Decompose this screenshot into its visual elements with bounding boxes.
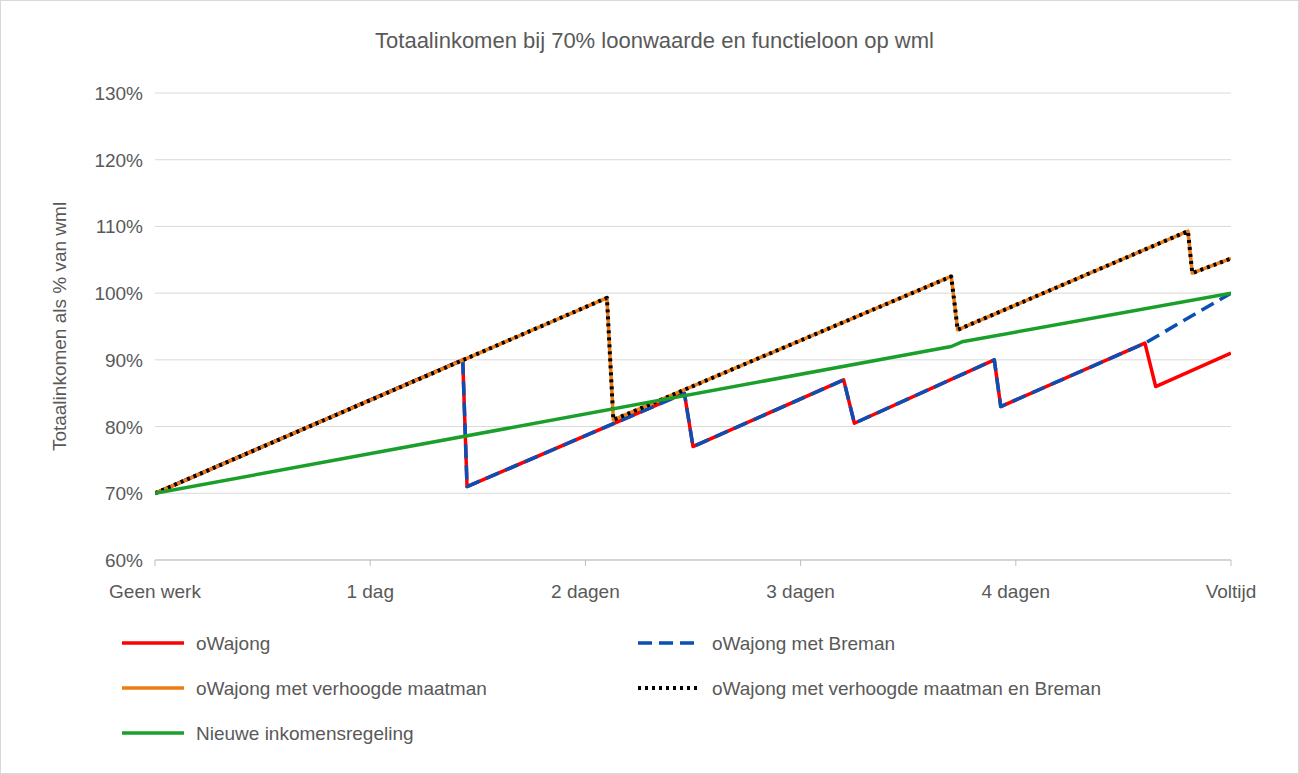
x-tick [155, 560, 156, 566]
x-tick [1231, 560, 1232, 566]
grid-line [155, 359, 1231, 360]
x-tick-label: Geen werk [109, 581, 201, 602]
legend-label: Nieuwe inkomensregeling [196, 723, 414, 744]
series-line [155, 293, 1231, 493]
legend-swatch [638, 641, 700, 645]
legend-swatch [122, 686, 184, 690]
grid-line [155, 93, 1231, 94]
x-tick-label: 3 dagen [766, 581, 835, 602]
grid-line [155, 159, 1231, 160]
grid-line [155, 493, 1231, 494]
grid-line [155, 560, 1231, 561]
x-tick-label: 2 dagen [551, 581, 620, 602]
y-tick-label: 130% [94, 83, 143, 104]
x-tick [800, 560, 801, 566]
x-tick-label: 4 dagen [981, 581, 1050, 602]
title: Totaalinkomen bij 70% loonwaarde en func… [375, 28, 934, 53]
legend-label: oWajong met verhoogde maatman [196, 678, 487, 699]
legend-label: oWajong met Breman [712, 633, 895, 654]
plot-area [155, 231, 1231, 493]
y-tick-label: 60% [105, 550, 143, 571]
x-tick [1015, 560, 1016, 566]
x-axis [155, 560, 1231, 561]
chart-frame [1, 1, 1299, 774]
x-tick [585, 560, 586, 566]
y-tick-label: 100% [94, 283, 143, 304]
x-tick-label: 1 dag [346, 581, 394, 602]
series-line [155, 293, 1231, 493]
grid-line [155, 226, 1231, 227]
grid-line [155, 426, 1231, 427]
y-tick-label: 80% [105, 417, 143, 438]
legend-swatch [122, 641, 184, 645]
y-axis-label: Totaalinkomen als % van wml [49, 202, 70, 451]
legend-label: oWajong [196, 633, 270, 654]
grid-line [155, 293, 1231, 294]
y-tick-label: 110% [96, 216, 143, 237]
chart: Totaalinkomen bij 70% loonwaarde en func… [0, 0, 1299, 774]
x-tick-label: Voltijd [1206, 581, 1257, 602]
series-line [155, 343, 1231, 493]
legend-swatch [122, 731, 184, 735]
series-line [155, 231, 1231, 493]
legend-label: oWajong met verhoogde maatman en Breman [712, 678, 1101, 699]
legend-swatch [638, 686, 700, 690]
y-tick-label: 70% [105, 483, 143, 504]
series-line [155, 231, 1231, 493]
x-tick [370, 560, 371, 566]
y-tick-label: 90% [105, 350, 143, 371]
y-tick-label: 120% [94, 150, 143, 171]
